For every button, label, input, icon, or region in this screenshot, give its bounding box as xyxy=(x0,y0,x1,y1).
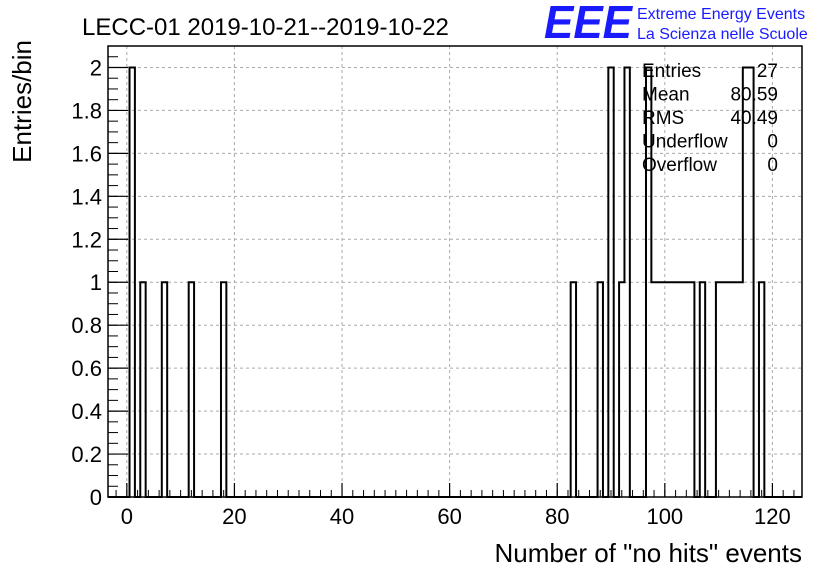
stat-label: RMS xyxy=(642,108,684,129)
x-axis: 0 20 40 60 80 100 120 xyxy=(115,483,795,529)
stat-value: 40.49 xyxy=(730,108,778,129)
x-axis-label: Number of "no hits" events xyxy=(495,538,803,568)
stat-value: 80.59 xyxy=(730,85,778,106)
stat-value: 0 xyxy=(767,132,778,153)
x-tick-label: 0 xyxy=(121,504,133,529)
stat-label: Overflow xyxy=(642,155,717,176)
y-tick-label: 1 xyxy=(90,270,102,295)
eee-logo-line1: Extreme Energy Events xyxy=(637,6,805,23)
x-tick-label: 120 xyxy=(754,504,791,529)
y-axis-label: Entries/bin xyxy=(7,40,37,163)
y-tick-label: 0 xyxy=(90,485,102,510)
x-tick-label: 100 xyxy=(646,504,683,529)
y-tick-label: 1.8 xyxy=(71,98,102,123)
y-tick-label: 1.6 xyxy=(71,141,102,166)
y-tick-label: 1.4 xyxy=(71,184,102,209)
eee-logo: EEE Extreme Energy Events La Scienza nel… xyxy=(544,0,808,48)
x-tick-label: 40 xyxy=(330,504,354,529)
stat-value: 27 xyxy=(757,61,778,82)
histogram-outline xyxy=(108,66,802,498)
stat-label: Underflow xyxy=(642,132,728,153)
x-tick-label: 20 xyxy=(222,504,246,529)
chart-title: LECC-01 2019-10-21--2019-10-22 xyxy=(82,14,449,41)
eee-logo-line2: La Scienza nelle Scuole xyxy=(637,26,808,43)
y-tick-label: 0.2 xyxy=(71,442,102,467)
stat-label: Entries xyxy=(642,61,701,82)
y-tick-label: 0.6 xyxy=(71,356,102,381)
y-tick-label: 0.4 xyxy=(71,399,102,424)
x-tick-label: 80 xyxy=(545,504,569,529)
eee-logo-mark: EEE xyxy=(544,0,633,48)
plot-frame xyxy=(107,45,803,498)
x-tick-label: 60 xyxy=(437,504,461,529)
y-tick-label: 1.2 xyxy=(71,227,102,252)
y-tick-label: 0.8 xyxy=(71,313,102,338)
histogram-series xyxy=(108,66,802,498)
stat-label: Mean xyxy=(642,85,690,106)
y-axis: 0 0.2 0.4 0.6 0.8 1 1.2 1.4 1.6 1.8 2 xyxy=(71,45,128,510)
grid-lines xyxy=(108,46,802,498)
stat-value: 0 xyxy=(767,155,778,176)
y-tick-label: 2 xyxy=(90,55,102,80)
